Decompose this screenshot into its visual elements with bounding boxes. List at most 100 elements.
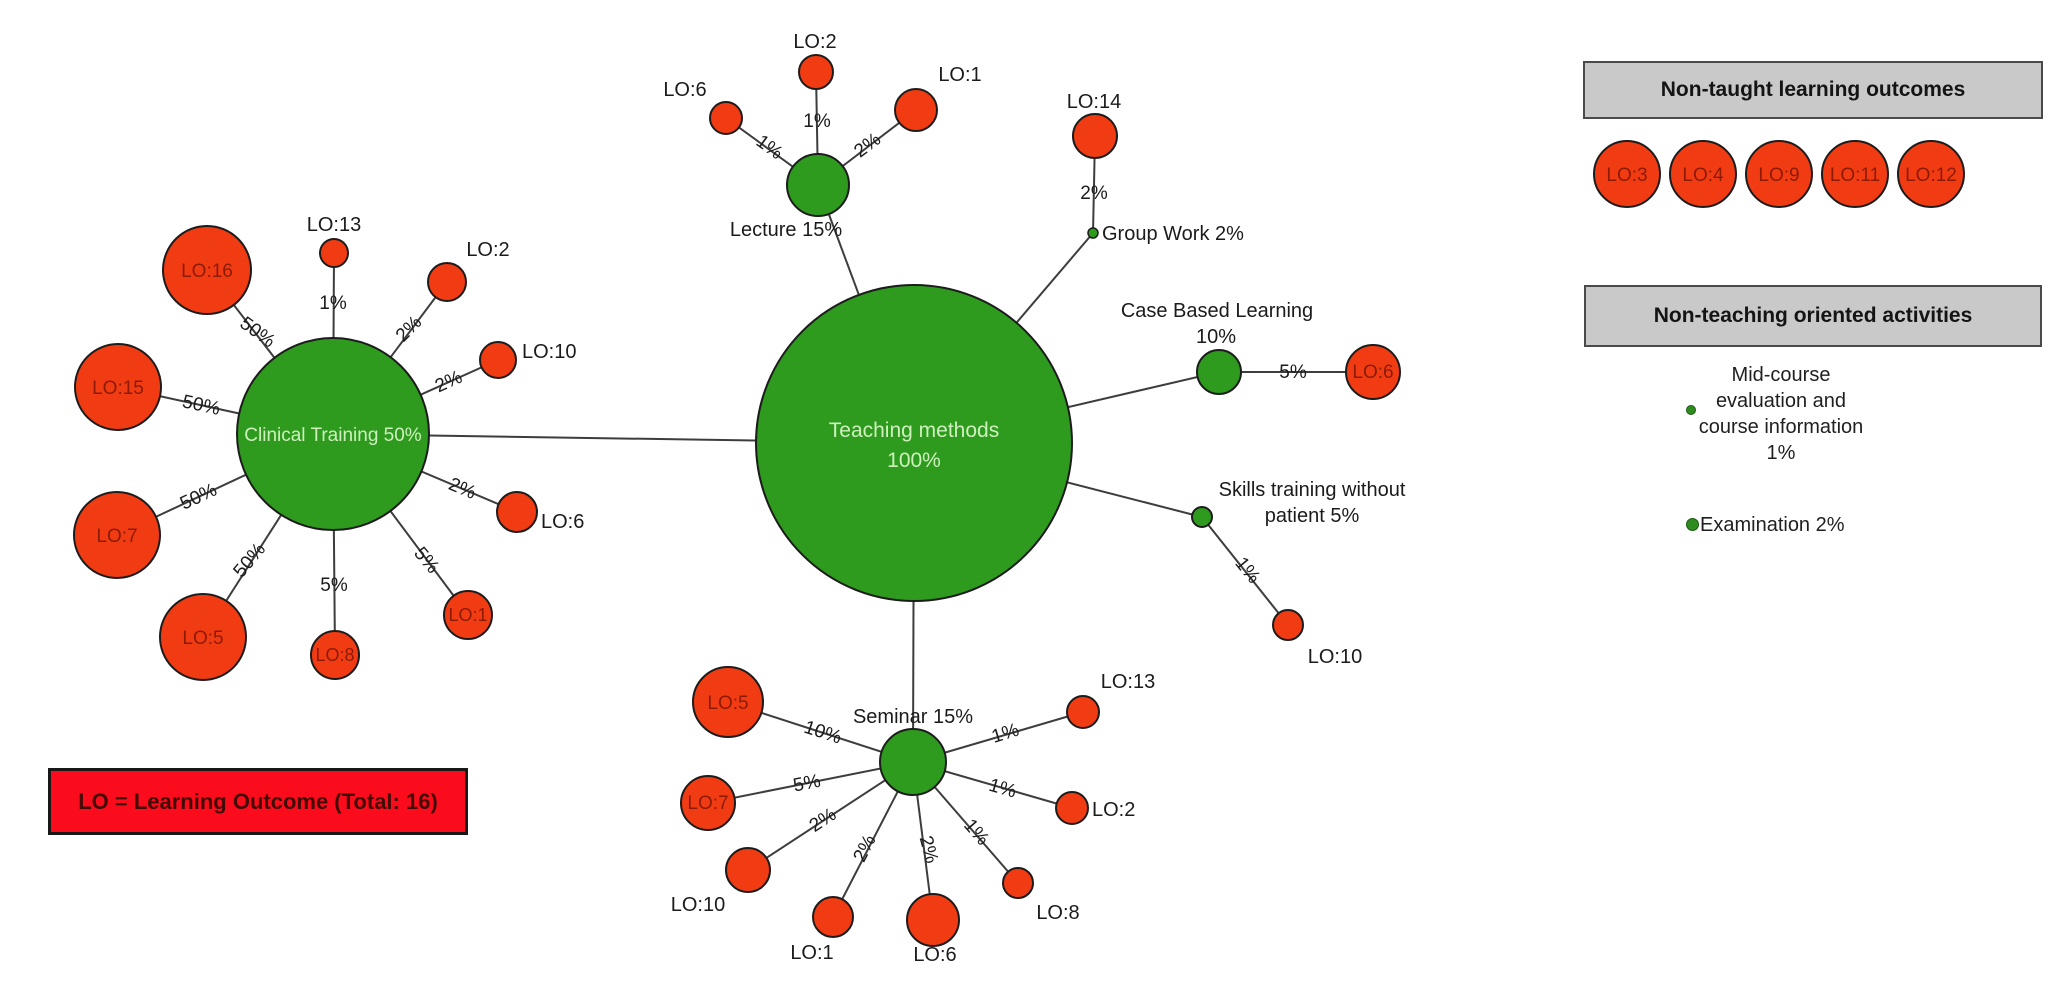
skills-title-line1: Skills training without: [1219, 479, 1406, 501]
examination-item: Examination 2%: [1700, 514, 1845, 536]
lo6-seminar-label: LO:6: [913, 944, 956, 966]
lo10-skills-label: LO:10: [1308, 646, 1362, 668]
node-lo5s: [692, 666, 764, 738]
lo8-seminar-label: LO:8: [1036, 902, 1079, 924]
pct-clinical-lo16: 50%: [236, 313, 279, 352]
seminar-title: Seminar 15%: [853, 706, 973, 728]
lo10-clinical-label: LO:10: [522, 341, 576, 363]
clinical-title: Clinical Training 50%: [244, 425, 422, 446]
hub-title-line2: 100%: [887, 449, 941, 472]
pct-seminar-lo5: 10%: [801, 717, 844, 749]
lo5-clinical-label: LO:5: [182, 628, 223, 649]
lo14-label: LO:14: [1067, 91, 1121, 113]
node-lo2l: [798, 54, 834, 90]
node-lo16: [162, 225, 252, 315]
node-lo8c: [310, 630, 360, 680]
node-lo10sk: [1272, 609, 1304, 641]
non-teaching-header: Non-teaching oriented activities: [1584, 285, 2042, 347]
node-lo13s: [1066, 695, 1100, 729]
lo5-seminar-label: LO:5: [707, 693, 748, 714]
node-nt9: [1745, 140, 1813, 208]
non-taught-header: Non-taught learning outcomes: [1583, 61, 2043, 119]
lo6-lecture-label: LO:6: [663, 79, 706, 101]
mid-course-dot-icon: [1686, 405, 1696, 415]
pct-clinical-lo13: 1%: [319, 293, 347, 314]
pct-clinical-lo6: 2%: [445, 474, 479, 504]
node-lo6cbl: [1345, 344, 1401, 400]
lo1-clinical-label: LO:1: [448, 605, 487, 625]
lo15-label: LO:15: [92, 378, 144, 399]
lecture-title: Lecture 15%: [730, 219, 843, 241]
pct-clinical-lo1: 5%: [409, 543, 443, 578]
node-lo10c: [479, 341, 517, 379]
pct-seminar-lo1: 2%: [850, 831, 881, 865]
pct-clinical-lo10: 2%: [432, 367, 466, 397]
hub-title-line1: Teaching methods: [829, 419, 999, 442]
edge-seminar-lo7s: [707, 761, 914, 804]
lo2-seminar-label: LO:2: [1092, 799, 1135, 821]
nt-lo12-label: LO:12: [1905, 165, 1957, 186]
node-nt11: [1821, 140, 1889, 208]
node-lo1l: [894, 88, 938, 132]
pct-seminar-lo6: 2%: [915, 834, 942, 866]
node-lo10s: [725, 847, 771, 893]
nt-lo9-label: LO:9: [1758, 165, 1799, 186]
pct-seminar-lo13: 1%: [989, 720, 1022, 748]
lo2-clinical-label: LO:2: [466, 239, 509, 261]
node-lo6l: [709, 101, 743, 135]
pct-seminar-lo10: 2%: [806, 804, 841, 837]
skills-title-line2: patient 5%: [1265, 505, 1360, 527]
pct-clinical-lo5: 50%: [230, 539, 271, 582]
pct-clinical-lo8: 5%: [320, 575, 348, 596]
node-lo6s: [906, 893, 960, 947]
lo6-cbl-label: LO:6: [1352, 362, 1393, 383]
node-clinical: [236, 337, 430, 531]
lo7-clinical-label: LO:7: [96, 526, 137, 547]
cbl-title-line2: 10%: [1196, 326, 1236, 348]
non-teaching-header-text: Non-teaching oriented activities: [1653, 304, 1973, 327]
nt-lo11-label: LO:11: [1830, 165, 1880, 186]
lo7-seminar-label: LO:7: [687, 793, 728, 814]
pct-clinical-lo15: 50%: [180, 391, 222, 419]
pct-lo14-groupwork: 2%: [1080, 183, 1108, 204]
node-lecture: [786, 153, 850, 217]
node-lo7s: [680, 775, 736, 831]
lo8-clinical-label: LO:8: [315, 645, 354, 665]
node-nt4: [1669, 140, 1737, 208]
node-lo2c: [427, 262, 467, 302]
node-seminar: [879, 728, 947, 796]
node-lo13c: [319, 238, 349, 268]
node-lo1s: [812, 896, 854, 938]
node-lo1c: [443, 590, 493, 640]
nt-lo4-label: LO:4: [1682, 165, 1724, 186]
examination-dot-icon: [1686, 518, 1699, 531]
node-lo8s: [1002, 867, 1034, 899]
lo13-clinical-label: LO:13: [307, 214, 361, 236]
pct-seminar-lo2: 1%: [986, 775, 1018, 803]
lo2-lecture-label: LO:2: [793, 31, 836, 53]
node-lo15: [74, 343, 162, 431]
pct-seminar-lo7: 5%: [791, 771, 822, 797]
pct-clinical-lo7: 50%: [177, 479, 220, 514]
lo13-seminar-label: LO:13: [1101, 671, 1155, 693]
node-hub: [755, 284, 1073, 602]
node-gw: [1087, 227, 1099, 239]
pct-cbl-lo6: 5%: [1279, 362, 1307, 383]
lo10-seminar-label: LO:10: [671, 894, 725, 916]
groupwork-title: Group Work 2%: [1102, 223, 1244, 245]
mid-course-item: Mid-course evaluation and course informa…: [1698, 364, 1864, 464]
node-lo6c: [496, 491, 538, 533]
node-lo2s: [1055, 791, 1089, 825]
nt-lo3-label: LO:3: [1606, 165, 1647, 186]
legend-box: LO = Learning Outcome (Total: 16): [48, 768, 468, 835]
node-lo14: [1072, 113, 1118, 159]
node-lo7c: [73, 491, 161, 579]
pct-lecture-lo2: 1%: [803, 111, 831, 132]
node-cbl: [1196, 349, 1242, 395]
legend-text: LO = Learning Outcome (Total: 16): [78, 788, 438, 814]
edge-skills-lo10sk: [1201, 516, 1289, 626]
node-nt3: [1593, 140, 1661, 208]
node-nt12: [1897, 140, 1965, 208]
